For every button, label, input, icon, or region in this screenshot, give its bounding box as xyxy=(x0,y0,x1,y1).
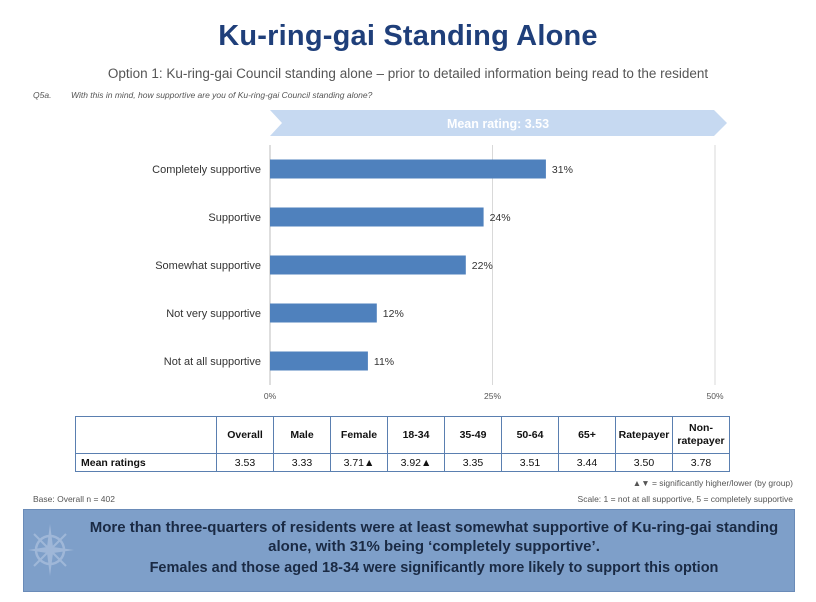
table-header-cell: 50-64 xyxy=(501,416,559,454)
table-cell: 3.33 xyxy=(273,453,331,472)
bar xyxy=(270,255,466,275)
category-label: Not at all supportive xyxy=(164,356,261,368)
callout-line-1: More than three-quarters of residents we… xyxy=(89,519,779,555)
question-text: With this in mind, how supportive are yo… xyxy=(71,90,373,100)
value-label: 31% xyxy=(552,164,573,176)
mean-banner-arrow xyxy=(270,110,727,136)
table-cell: 3.92▲ xyxy=(387,453,445,472)
summary-callout: More than three-quarters of residents we… xyxy=(23,509,795,592)
x-tick-label: 50% xyxy=(706,391,723,401)
page-subtitle: Option 1: Ku-ring-gai Council standing a… xyxy=(107,66,709,81)
table-cell: 3.78 xyxy=(672,453,730,472)
question: Q5a. With this in mind, how supportive ar… xyxy=(33,90,372,100)
table-header-cell: Male xyxy=(273,416,331,454)
mean-ratings-table: Overall Male Female 18-34 35-49 50-64 65… xyxy=(75,416,730,472)
table-cell: 3.50 xyxy=(615,453,673,472)
table-header-cell: 35-49 xyxy=(444,416,502,454)
value-labels: 31% 24% 22% 12% 11% xyxy=(374,164,573,368)
bar xyxy=(270,207,484,227)
table-header-cell: Overall xyxy=(216,416,274,454)
table-header-cell: 18-34 xyxy=(387,416,445,454)
table-row: Mean ratings 3.53 3.33 3.71▲ 3.92▲ 3.35 … xyxy=(75,453,730,472)
bars xyxy=(270,159,546,371)
table-cell: 3.71▲ xyxy=(330,453,388,472)
question-id: Q5a. xyxy=(33,90,52,100)
table-cell: 3.51 xyxy=(501,453,559,472)
bar-chart: Mean rating: 3.53 Completely supportive S… xyxy=(152,110,727,401)
value-label: 22% xyxy=(472,260,493,272)
table-header-cell: Non- ratepayer xyxy=(672,416,730,454)
table-header-cell: Female xyxy=(330,416,388,454)
x-tick-labels: 0% 25% 50% xyxy=(264,391,724,401)
mean-banner: Mean rating: 3.53 xyxy=(270,110,727,136)
category-label: Somewhat supportive xyxy=(155,260,261,272)
compass-icon xyxy=(28,524,74,576)
callout-line-2: Females and those aged 18-34 were signif… xyxy=(149,560,719,576)
table-cell: 3.44 xyxy=(558,453,616,472)
base-note: Base: Overall n = 402 xyxy=(33,494,115,504)
bar xyxy=(270,159,546,179)
table-header-cell: Ratepayer xyxy=(615,416,673,454)
value-label: 24% xyxy=(490,212,511,224)
value-label: 12% xyxy=(383,308,404,320)
table-cell: 3.53 xyxy=(216,453,274,472)
value-label: 11% xyxy=(374,356,394,368)
x-tick-label: 0% xyxy=(264,391,277,401)
table-row-label: Mean ratings xyxy=(75,453,217,472)
category-label: Not very supportive xyxy=(166,308,261,320)
category-label: Completely supportive xyxy=(152,164,261,176)
table-header-row: Overall Male Female 18-34 35-49 50-64 65… xyxy=(75,416,730,454)
scale-note: Scale: 1 = not at all supportive, 5 = co… xyxy=(577,494,793,504)
significance-note: ▲▼ = significantly higher/lower (by grou… xyxy=(632,478,793,488)
mean-banner-text: Mean rating: 3.53 xyxy=(447,117,549,131)
table-cell: 3.35 xyxy=(444,453,502,472)
table-header-cell xyxy=(75,416,217,454)
category-labels: Completely supportive Supportive Somewhat … xyxy=(152,164,261,368)
category-label: Supportive xyxy=(208,212,261,224)
bar xyxy=(270,351,368,371)
bar xyxy=(270,303,377,323)
x-tick-label: 25% xyxy=(484,391,501,401)
table-header-cell: 65+ xyxy=(558,416,616,454)
page-title: Ku-ring-gai Standing Alone xyxy=(218,20,598,52)
